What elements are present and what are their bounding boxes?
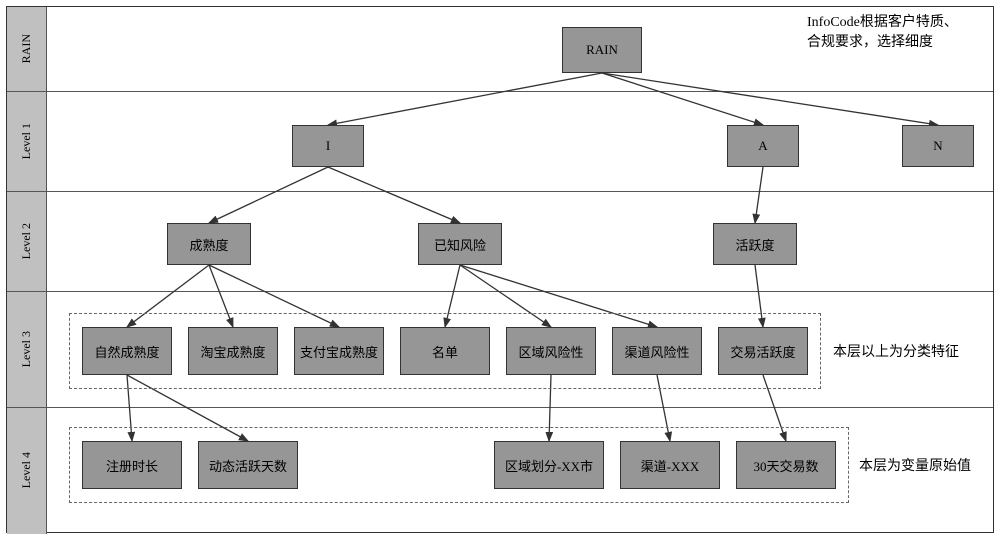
rowlabel-l4: Level 4 (7, 407, 47, 534)
divider-2 (7, 191, 993, 192)
node-l3e: 区域风险性 (506, 327, 596, 375)
node-l3c: 支付宝成熟度 (294, 327, 384, 375)
node-A: A (727, 125, 799, 167)
rowlabel-l3: Level 3 (7, 291, 47, 407)
annot-l3: 本层以上为分类特征 (833, 343, 959, 363)
node-l4a: 注册时长 (82, 441, 182, 489)
divider-1 (7, 91, 993, 92)
annot-topright: InfoCode根据客户特质、 合规要求，选择细度 (807, 13, 958, 52)
divider-4 (7, 407, 993, 408)
node-l4d: 渠道-XXX (620, 441, 720, 489)
node-l2c: 活跃度 (713, 223, 797, 265)
node-l3a: 自然成熟度 (82, 327, 172, 375)
node-l3g: 交易活跃度 (718, 327, 808, 375)
node-I: I (292, 125, 364, 167)
rowlabel-l2: Level 2 (7, 191, 47, 291)
annot-l4: 本层为变量原始值 (859, 457, 971, 477)
node-l4e: 30天交易数 (736, 441, 836, 489)
rowlabel-l1: Level 1 (7, 91, 47, 191)
rowlabel-rain: RAIN (7, 7, 47, 91)
node-l4c: 区域划分-XX市 (494, 441, 604, 489)
node-N: N (902, 125, 974, 167)
node-l3b: 淘宝成熟度 (188, 327, 278, 375)
divider-3 (7, 291, 993, 292)
node-l3f: 渠道风险性 (612, 327, 702, 375)
node-l4b: 动态活跃天数 (198, 441, 298, 489)
node-root: RAIN (562, 27, 642, 73)
node-l2a: 成熟度 (167, 223, 251, 265)
node-l2b: 已知风险 (418, 223, 502, 265)
dashed-l4 (69, 427, 849, 503)
node-l3d: 名单 (400, 327, 490, 375)
diagram-frame: RAIN Level 1 Level 2 Level 3 Level 4 RAI… (6, 6, 994, 533)
